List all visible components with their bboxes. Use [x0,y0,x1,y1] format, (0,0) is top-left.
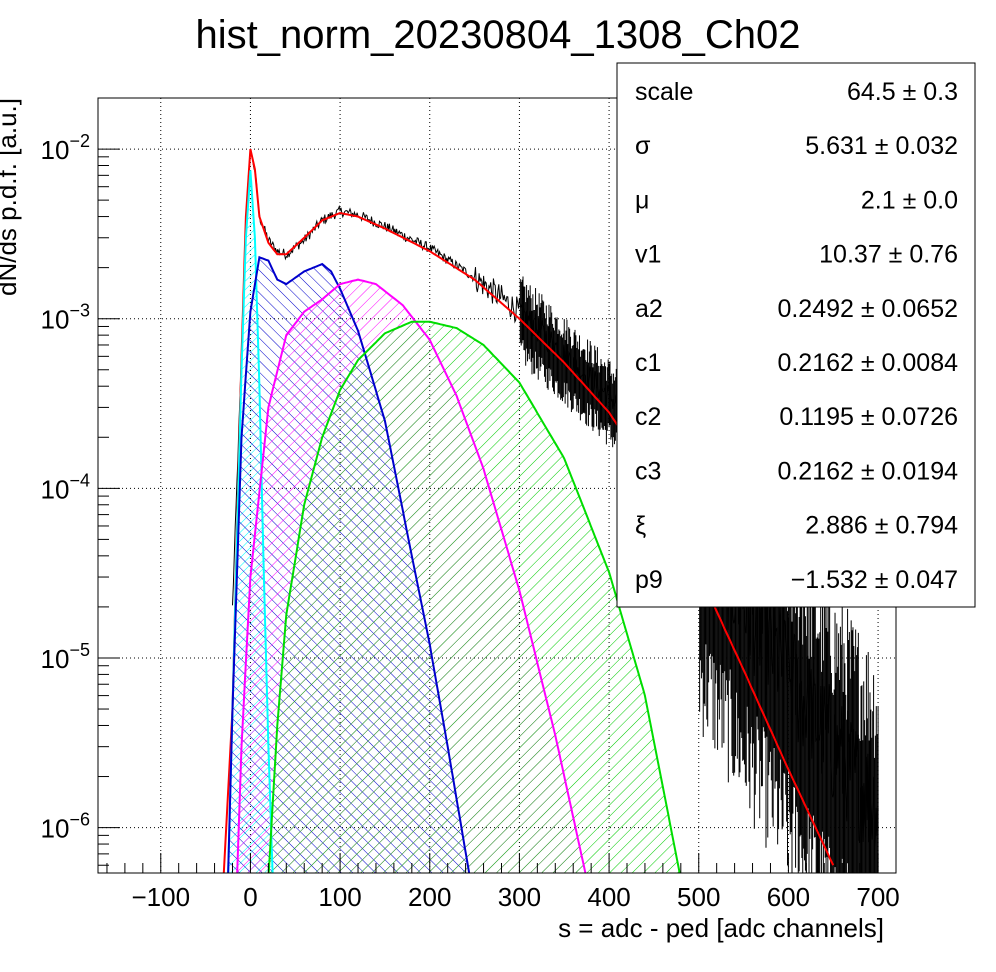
stat-value: 0.2162 ± 0.0194 [777,457,958,485]
x-tick-label: −100 [131,882,190,912]
y-axis-label: dN/ds p.d.f. [a.u.] [0,98,22,296]
stat-name: v1 [635,241,661,269]
x-tick-label: 0 [243,882,257,912]
stat-value: 2.886 ± 0.794 [805,512,958,540]
stat-name: c3 [635,457,661,485]
stat-name: scale [635,78,693,106]
stat-name: μ [635,186,649,214]
y-tick-label: 10−4 [41,470,90,504]
stat-value: 2.1 ± 0.0 [861,186,958,214]
x-axis-label: s = adc - ped [adc channels] [558,913,884,943]
y-tick-label: 10−2 [41,131,90,165]
stat-name: p9 [635,566,663,594]
y-tick-label: 10−3 [41,301,90,335]
x-tick-label: 400 [587,882,630,912]
fit-curves [222,148,835,873]
stat-value: −1.532 ± 0.047 [791,566,958,594]
component-curve-3 [236,278,587,873]
component-fill-4 [268,321,681,873]
y-tick-label: 10−5 [41,640,90,674]
component-curve-2 [227,255,471,873]
x-tick-label: 300 [498,882,541,912]
x-tick-label: 100 [318,882,361,912]
component-fills [228,170,681,873]
x-tick-label: 500 [677,882,720,912]
stat-name: ξ [635,512,646,540]
stat-name: σ [635,132,651,160]
stat-value: 64.5 ± 0.3 [847,78,958,106]
stat-name: c1 [635,349,661,377]
x-tick-label: 600 [767,882,810,912]
stat-name: a2 [635,295,663,323]
stat-value: 5.631 ± 0.032 [805,132,958,160]
y-axis: 10−6 10−5 10−4 10−3 10−2 [41,131,120,866]
component-curve-4 [267,320,681,873]
chart-title: hist_norm_20230804_1308_Ch02 [196,13,801,57]
stat-value: 10.37 ± 0.76 [819,241,958,269]
x-tick-label: 200 [408,882,451,912]
x-tick-label: 700 [856,882,899,912]
stat-value: 0.1195 ± 0.0726 [779,403,958,431]
stat-value: 0.2162 ± 0.0084 [777,349,958,377]
y-tick-label: 10−6 [41,810,90,844]
stat-name: c2 [635,403,661,431]
stats-box: scale 64.5 ± 0.3 σ 5.631 ± 0.032 μ 2.1 ± 0.0 v… [616,62,976,608]
total-fit-curve [222,148,835,873]
x-axis: −100 0 100 200 300 400 500 600 700 [106,853,900,912]
stat-value: 0.2492 ± 0.0652 [777,295,958,323]
